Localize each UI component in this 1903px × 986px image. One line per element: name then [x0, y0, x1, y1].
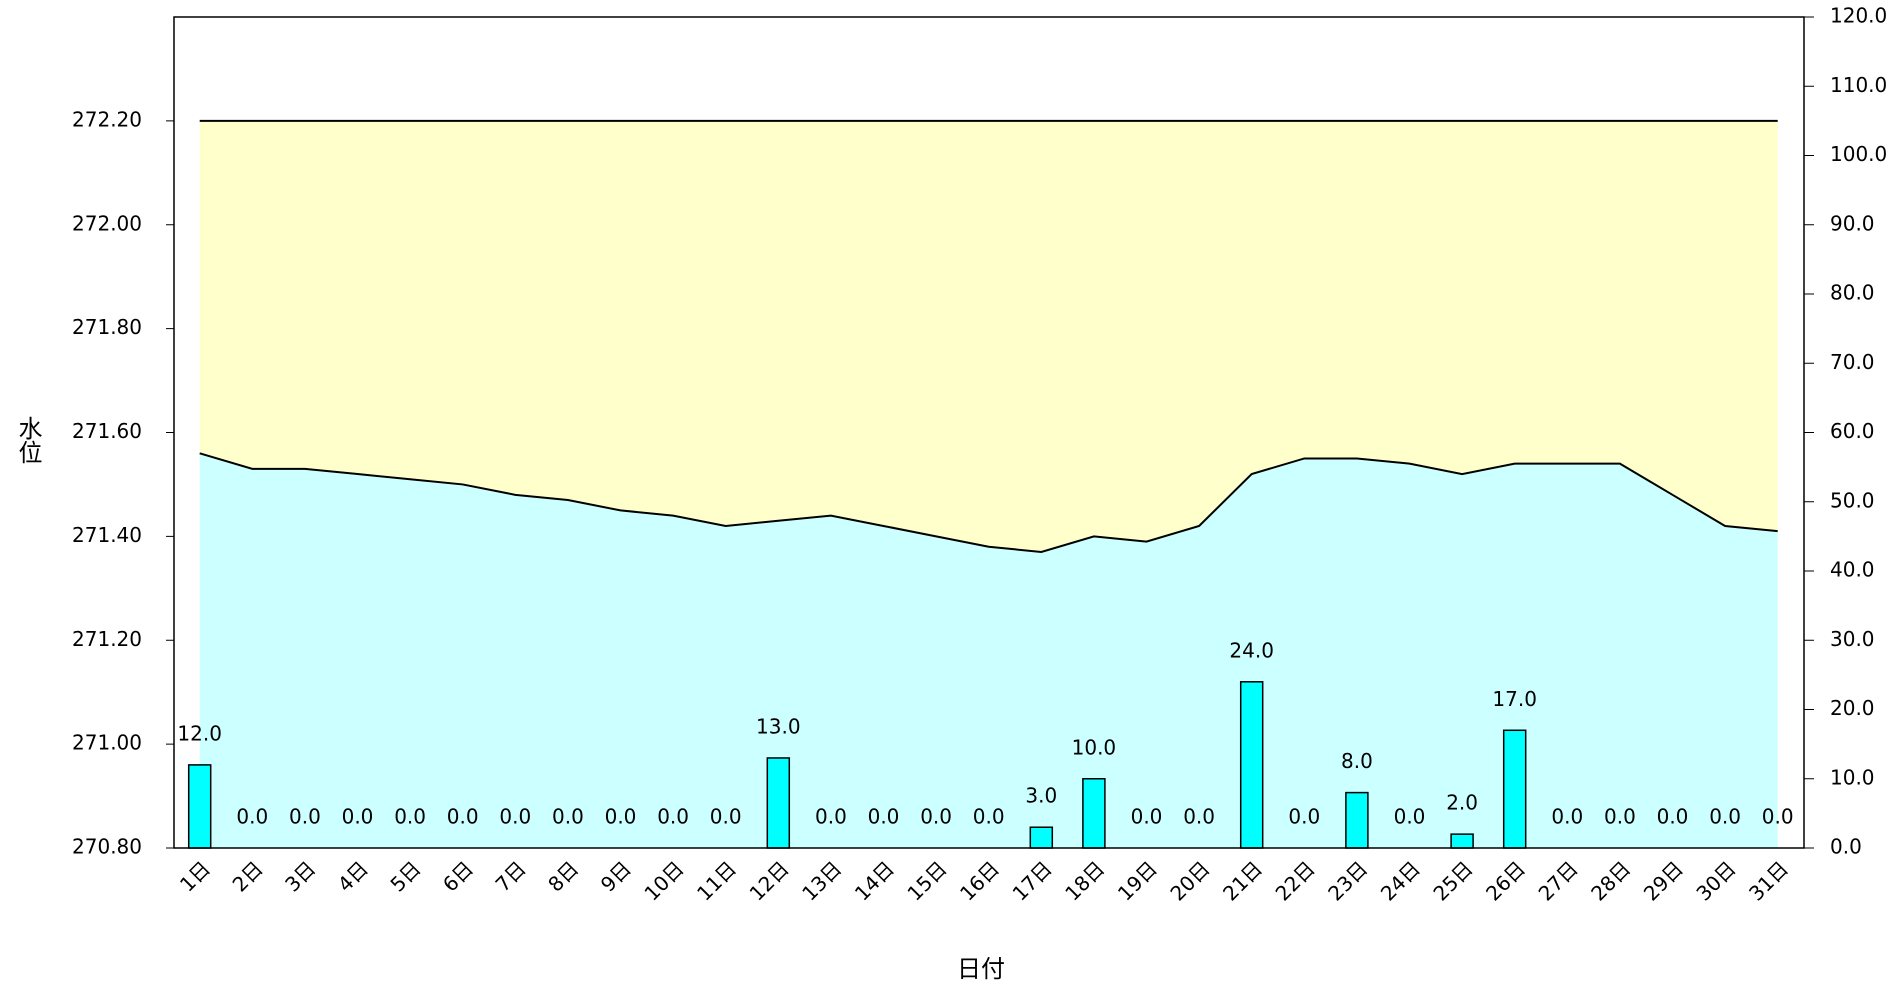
- y2-tick-label: 90.0: [1830, 211, 1875, 235]
- x-axis-label: 日付: [957, 955, 1005, 983]
- x-tick-label: 4日: [333, 856, 373, 896]
- x-tick-label: 2日: [228, 856, 268, 896]
- x-tick-label: 20日: [1165, 856, 1214, 905]
- data-label: 0.0: [920, 805, 952, 829]
- bar: [1082, 778, 1106, 849]
- data-label: 10.0: [1072, 735, 1117, 759]
- bar: [1029, 826, 1054, 849]
- area-line: [199, 452, 1778, 553]
- bar: [1345, 791, 1369, 849]
- y-tick-label: 272.00: [72, 211, 142, 235]
- data-label: 0.0: [342, 805, 374, 829]
- area: [199, 453, 1778, 848]
- x-tick-label: 17日: [1008, 856, 1057, 905]
- x-tick-label: 9日: [596, 856, 636, 896]
- y-tick-label: 271.00: [72, 731, 142, 755]
- x-tick-label: 19日: [1113, 856, 1162, 905]
- data-label: 0.0: [868, 805, 900, 829]
- data-label: 0.0: [1394, 805, 1426, 829]
- x-tick-label: 10日: [639, 856, 688, 905]
- bar: [1502, 729, 1527, 849]
- y-tick-label: 271.80: [72, 315, 142, 339]
- data-label: 0.0: [605, 805, 637, 829]
- x-tick-label: 8日: [543, 856, 583, 896]
- data-label: 3.0: [1025, 784, 1057, 808]
- y2-tick-label: 60.0: [1830, 419, 1875, 443]
- data-label: 0.0: [499, 805, 531, 829]
- x-tick-label: 1日: [175, 856, 215, 896]
- data-label: 0.0: [394, 805, 426, 829]
- data-label: 0.0: [552, 805, 584, 829]
- y-tick-label: 271.20: [72, 627, 142, 651]
- x-tick-label: 22日: [1271, 856, 1320, 905]
- x-tick-label: 24日: [1376, 856, 1425, 905]
- data-label: 0.0: [1762, 805, 1794, 829]
- data-label: 0.0: [1183, 805, 1215, 829]
- x-tick-label: 3日: [280, 856, 320, 896]
- x-tick-label: 14日: [850, 856, 899, 905]
- y2-tick-label: 0.0: [1830, 835, 1862, 859]
- x-tick-label: 30日: [1691, 856, 1740, 905]
- y2-tick-label: 120.0: [1830, 4, 1887, 28]
- data-label: 0.0: [710, 805, 742, 829]
- x-tick-label: 13日: [797, 856, 846, 905]
- x-tick-label: 6日: [438, 856, 478, 896]
- data-label: 0.0: [1131, 805, 1163, 829]
- y2-tick-label: 50.0: [1830, 488, 1875, 512]
- bar: [766, 757, 791, 849]
- data-label: 0.0: [447, 805, 479, 829]
- data-label: 0.0: [1657, 805, 1689, 829]
- y2-tick-label: 110.0: [1830, 73, 1887, 97]
- x-tick-label: 12日: [745, 856, 794, 905]
- x-tick-label: 26日: [1481, 856, 1530, 905]
- x-tick-label: 27日: [1534, 856, 1583, 905]
- data-label: 17.0: [1492, 687, 1537, 711]
- x-tick-label: 31日: [1744, 856, 1793, 905]
- y-tick-label: 270.80: [72, 835, 142, 859]
- x-tick-label: 21日: [1218, 856, 1267, 905]
- data-label: 0.0: [657, 805, 689, 829]
- bar: [187, 764, 212, 849]
- x-tick-label: 23日: [1323, 856, 1372, 905]
- data-label: 8.0: [1341, 749, 1373, 773]
- data-label: 0.0: [1288, 805, 1320, 829]
- y2-tick-label: 40.0: [1830, 558, 1875, 582]
- x-tick-label: 18日: [1060, 856, 1109, 905]
- bar: [1239, 681, 1264, 849]
- y-tick-label: 272.20: [72, 107, 142, 131]
- data-label: 2.0: [1446, 791, 1478, 815]
- x-tick-label: 11日: [692, 856, 741, 905]
- y2-tick-label: 20.0: [1830, 696, 1875, 720]
- y2-tick-label: 10.0: [1830, 765, 1875, 789]
- y-tick-label: 271.40: [72, 523, 142, 547]
- data-label: 0.0: [1604, 805, 1636, 829]
- x-tick-label: 15日: [902, 856, 951, 905]
- x-tick-label: 7日: [491, 856, 531, 896]
- data-label: 0.0: [973, 805, 1005, 829]
- y2-tick-label: 30.0: [1830, 627, 1875, 651]
- x-tick-label: 28日: [1586, 856, 1635, 905]
- y2-tick-label: 100.0: [1830, 142, 1887, 166]
- x-tick-label: 29日: [1639, 856, 1688, 905]
- data-label: 24.0: [1229, 638, 1274, 662]
- data-label: 0.0: [815, 805, 847, 829]
- data-label: 0.0: [289, 805, 321, 829]
- x-tick-label: 25日: [1428, 856, 1477, 905]
- data-label: 0.0: [1709, 805, 1741, 829]
- x-tick-label: 5日: [385, 856, 425, 896]
- data-label: 13.0: [756, 714, 801, 738]
- y-tick-label: 271.60: [72, 419, 142, 443]
- data-label: 0.0: [1551, 805, 1583, 829]
- data-label: 12.0: [177, 721, 222, 745]
- data-label: 0.0: [236, 805, 268, 829]
- y2-tick-label: 80.0: [1830, 281, 1875, 305]
- y2-tick-label: 70.0: [1830, 350, 1875, 374]
- y-axis-label: 水位: [14, 416, 42, 464]
- x-tick-label: 16日: [955, 856, 1004, 905]
- bar: [1450, 833, 1474, 849]
